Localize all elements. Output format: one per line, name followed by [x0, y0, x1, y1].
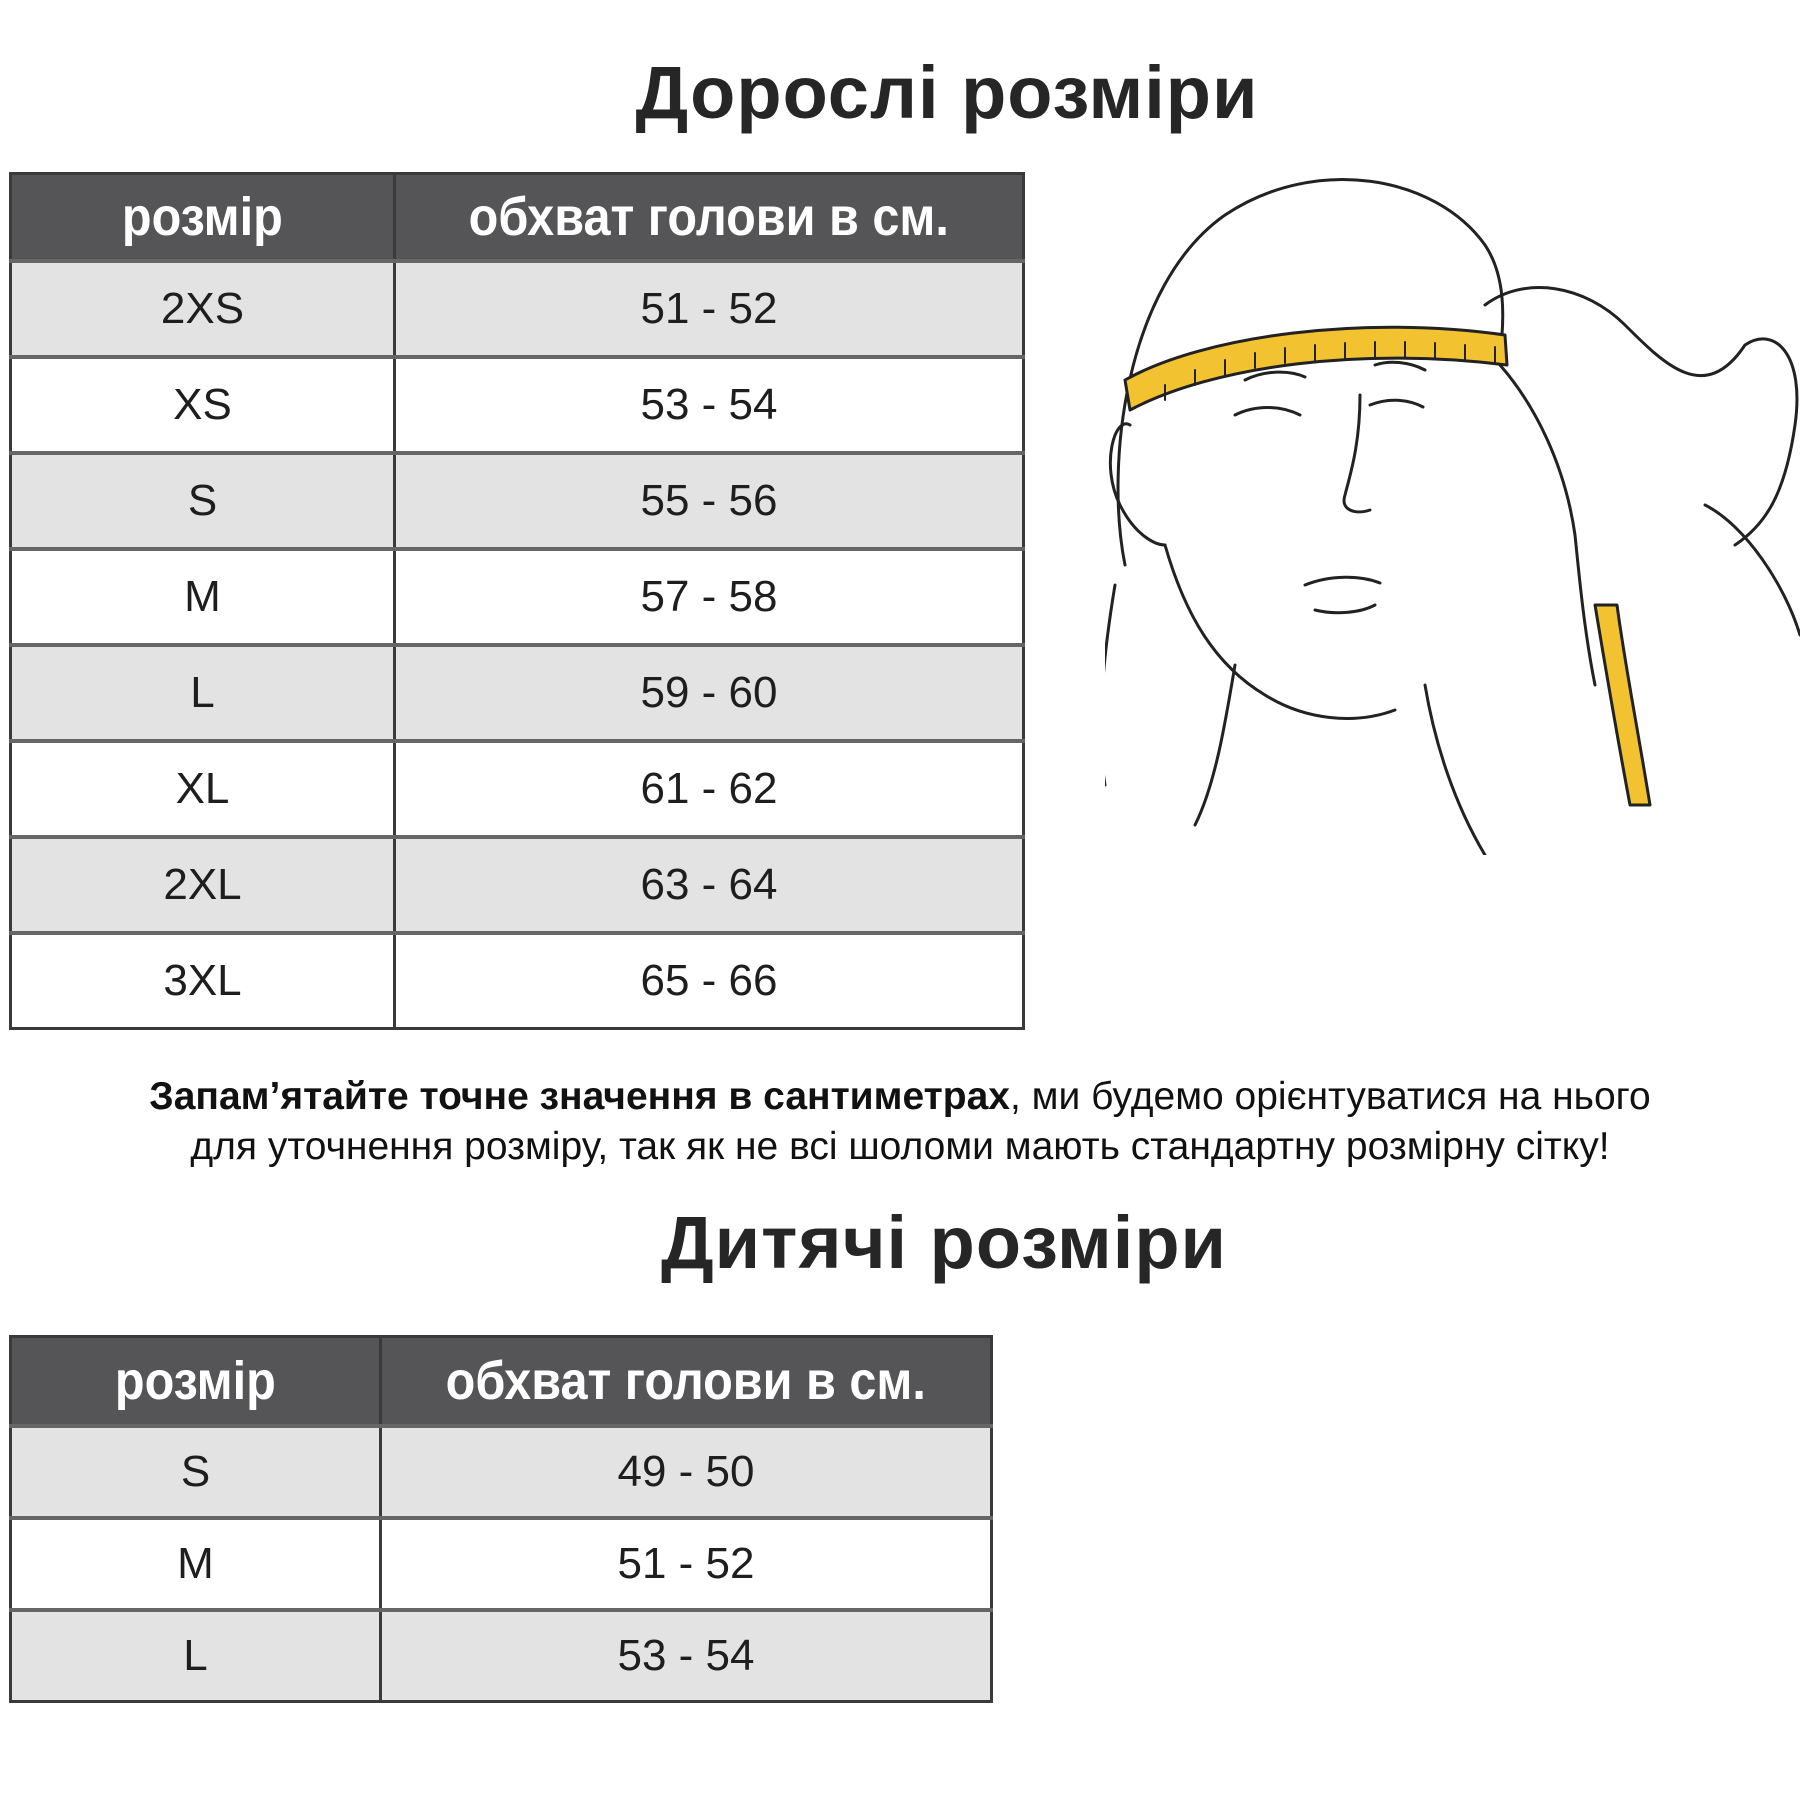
circumference-cell: 53 - 54	[393, 355, 1025, 455]
circumference-cell: 65 - 66	[393, 931, 1025, 1030]
size-cell: M	[9, 1516, 382, 1612]
header-head-circumference: обхват голови в см.	[379, 1335, 993, 1428]
measurement-note: Запам’ятайте точне значення в сантиметра…	[0, 1072, 1800, 1172]
head-measuring-tape-illustration-icon	[1105, 178, 1800, 855]
table-row: 2XS 51 - 52	[9, 259, 1025, 359]
table-row: L 53 - 54	[9, 1608, 993, 1703]
size-cell: XL	[9, 739, 396, 839]
size-cell: 2XS	[9, 259, 396, 359]
table-header-row: розмір обхват голови в см.	[9, 1335, 993, 1428]
circumference-cell: 53 - 54	[379, 1608, 993, 1703]
size-cell: 3XL	[9, 931, 396, 1030]
header-size: розмір	[9, 1335, 382, 1428]
table-row: XL 61 - 62	[9, 739, 1025, 839]
circumference-cell: 51 - 52	[393, 259, 1025, 359]
table-header-row: розмір обхват голови в см.	[9, 172, 1025, 263]
circumference-cell: 57 - 58	[393, 547, 1025, 647]
size-cell: S	[9, 451, 396, 551]
header-head-circumference: обхват голови в см.	[393, 172, 1025, 263]
table-row: XS 53 - 54	[9, 355, 1025, 455]
table-row: 3XL 65 - 66	[9, 931, 1025, 1030]
circumference-cell: 61 - 62	[393, 739, 1025, 839]
note-line-2: для уточнення розміру, так як не всі шол…	[190, 1125, 1610, 1168]
table-row: S 49 - 50	[9, 1424, 993, 1520]
note-bold-text: Запам’ятайте точне значення в сантиметра…	[149, 1075, 1010, 1118]
size-cell: S	[9, 1424, 382, 1520]
size-cell: XS	[9, 355, 396, 455]
kids-size-table: розмір обхват голови в см. S 49 - 50 M 51 …	[9, 1335, 993, 1703]
adult-sizes-title: Дорослі розміри	[635, 51, 1259, 134]
adult-size-table: розмір обхват голови в см. 2XS 51 - 52 XS…	[9, 172, 1025, 1030]
table-row: S 55 - 56	[9, 451, 1025, 551]
table-row: L 59 - 60	[9, 643, 1025, 743]
circumference-cell: 59 - 60	[393, 643, 1025, 743]
circumference-cell: 63 - 64	[393, 835, 1025, 935]
header-size: розмір	[9, 172, 396, 263]
circumference-cell: 55 - 56	[393, 451, 1025, 551]
size-cell: L	[9, 643, 396, 743]
note-line-1-rest: , ми будемо орієнтуватися на нього	[1009, 1075, 1651, 1118]
size-cell: L	[9, 1608, 382, 1703]
circumference-cell: 49 - 50	[379, 1424, 993, 1520]
note-line-1: Запам’ятайте точне значення в сантиметра…	[0, 1072, 1800, 1122]
size-cell: 2XL	[9, 835, 396, 935]
table-row: M 51 - 52	[9, 1516, 993, 1612]
kids-sizes-title: Дитячі розміри	[660, 1201, 1228, 1284]
table-row: 2XL 63 - 64	[9, 835, 1025, 935]
circumference-cell: 51 - 52	[379, 1516, 993, 1612]
table-row: M 57 - 58	[9, 547, 1025, 647]
size-cell: M	[9, 547, 396, 647]
